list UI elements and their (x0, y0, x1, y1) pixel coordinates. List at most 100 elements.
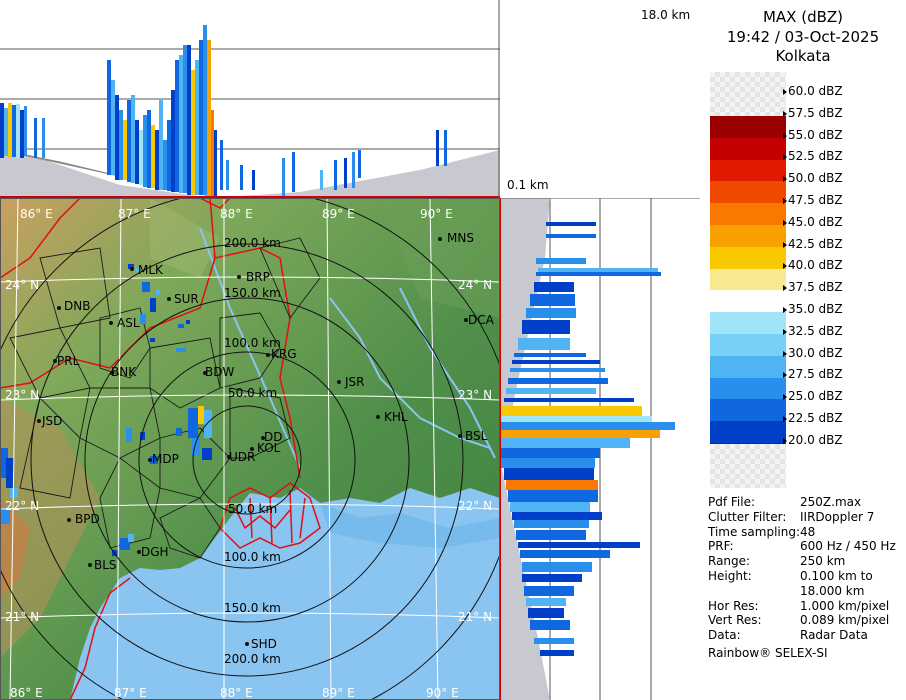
city-label-dd: DD (264, 430, 283, 444)
city-label-bnk: BNK (111, 365, 137, 379)
city-label-mns: MNS (447, 231, 474, 245)
lon-label-bottom-89: 89° E (322, 686, 355, 700)
range-ring-label-200-south: 200.0 km (224, 652, 281, 666)
product-title: MAX (dBZ) (762, 8, 844, 26)
city-label-bsl: BSL (465, 429, 488, 443)
colorbar-swatch (710, 290, 786, 313)
sundarbans-delta (219, 482, 321, 549)
profile-echoes (0, 25, 447, 196)
colorbar-swatch (710, 334, 786, 357)
lat-label-right-24: 24° N (458, 278, 493, 292)
colorbar-checker (710, 72, 786, 116)
colorbar-label: 25.0 dBZ (783, 389, 843, 404)
colorbar-label: 45.0 dBZ (783, 214, 843, 229)
colorbar-label: 52.5 dBZ (783, 149, 843, 164)
lon-label-top-89: 89° E (322, 207, 355, 221)
colorbar-swatch (710, 225, 786, 248)
side-profile-echoes (500, 222, 675, 656)
city-label-mlk: MLK (138, 263, 163, 277)
city-markers (37, 237, 468, 646)
profile-top-height-label: 18.0 km (641, 8, 691, 22)
east-west-profile (500, 198, 700, 700)
lat-label-24: 24° N (5, 278, 40, 292)
city-label-khl: KHL (384, 410, 408, 424)
metadata-value: 250Z.max (800, 495, 862, 509)
city-label-brp: BRP (246, 270, 270, 284)
city-label-shd: SHD (251, 637, 277, 651)
range-ring-label-100-north: 100.0 km (224, 336, 281, 350)
lon-label-top-86: 86° E (20, 207, 53, 221)
colorbar-swatch (710, 399, 786, 422)
city-label-kol: KOL (257, 441, 281, 455)
lon-label-bottom-86: 86° E (10, 686, 43, 700)
lon-label-bottom-90: 90° E (426, 686, 459, 700)
radar-echoes (0, 264, 212, 556)
lat-label-23: 23° N (5, 388, 40, 402)
city-label-bdw: BDW (205, 365, 235, 379)
metadata-value: 0.100 km to (800, 569, 873, 583)
city-label-bls: BLS (94, 558, 117, 572)
metadata-key: Time sampling: (708, 524, 801, 539)
metadata-value: Radar Data (800, 628, 868, 643)
city-label-dnb: DNB (64, 299, 91, 313)
lat-label-right-23: 23° N (458, 388, 493, 402)
profile-bottom-height-label: 0.1 km (507, 178, 549, 192)
city-label-dca: DCA (468, 313, 494, 327)
graticule (0, 198, 500, 700)
range-ring-label-200-north: 200.0 km (224, 236, 281, 250)
radar-map (0, 198, 500, 700)
colorbar-label: 57.5 dBZ (783, 105, 843, 120)
city-label-krg: KRG (271, 347, 297, 361)
metadata-key: Pdf File: (708, 495, 756, 509)
lat-label-21: 21° N (5, 610, 40, 624)
lat-label-22: 22° N (5, 499, 40, 513)
lon-label-top-88: 88° E (220, 207, 253, 221)
range-ring-label-150-north: 150.0 km (224, 286, 281, 300)
range-ring-label-150-south: 150.0 km (224, 601, 281, 615)
rivers (199, 227, 496, 469)
metadata-value: IIRDoppler 7 (800, 509, 875, 524)
colorbar-swatch (710, 312, 786, 335)
range-ring-label-50-north: 50.0 km (228, 386, 278, 400)
lat-label-right-21: 21° N (458, 610, 493, 624)
colorbar-swatch (710, 355, 786, 379)
scan-datetime: 19:42 / 03-Oct-2025 (726, 28, 880, 46)
city-label-udr: UDR (229, 450, 256, 464)
colorbar-label: 42.5 dBZ (783, 236, 843, 251)
north-south-profile (0, 0, 500, 198)
profile-grid (0, 48, 500, 150)
colorbar-checker-bottom (710, 444, 786, 488)
colorbar-label: 20.0 dBZ (783, 432, 843, 447)
colorbar-label: 22.5 dBZ (783, 411, 843, 425)
colorbar-label: 27.5 dBZ (783, 367, 843, 382)
colorbar-label: 47.5 dBZ (783, 193, 843, 207)
lon-label-top-87: 87° E (118, 207, 151, 221)
colorbar-label: 35.0 dBZ (783, 302, 843, 316)
metadata-value: 48 (800, 524, 816, 539)
colorbar-swatch (710, 377, 786, 400)
lon-label-top-90: 90° E (420, 207, 453, 221)
metadata-key: Height: (708, 569, 752, 583)
colorbar-swatch (710, 116, 786, 139)
colorbar-label: 32.5 dBZ (783, 323, 843, 338)
metadata-value: 600 Hz / 450 Hz (800, 539, 896, 554)
city-label-dgh: DGH (141, 545, 169, 559)
profile-mask (0, 150, 500, 198)
city-label-jsd: JSD (42, 414, 63, 428)
metadata-value: 18.000 km (800, 583, 865, 598)
metadata-key: Range: (708, 554, 751, 569)
metadata-key: Data: (708, 628, 741, 643)
colorbar-label: 50.0 dBZ (783, 171, 843, 186)
lon-label-bottom-88: 88° E (220, 686, 253, 700)
city-label-mdp: MDP (152, 452, 179, 466)
info-panel: MAX (dBZ) 19:42 / 03-Oct-2025 Kolkata 60… (700, 0, 906, 700)
colorbar-label: 55.0 dBZ (783, 127, 843, 142)
colorbar-label: 40.0 dBZ (783, 258, 843, 273)
vendor-footer: Rainbow® SELEX-SI (708, 646, 828, 660)
city-label-jsr: JSR (345, 375, 365, 389)
colorbar-swatch (710, 421, 786, 444)
colorbar (710, 72, 786, 488)
colorbar-label: 30.0 dBZ (783, 345, 843, 360)
lon-label-bottom-87: 87° E (114, 686, 147, 700)
colorbar-swatch (710, 268, 786, 291)
